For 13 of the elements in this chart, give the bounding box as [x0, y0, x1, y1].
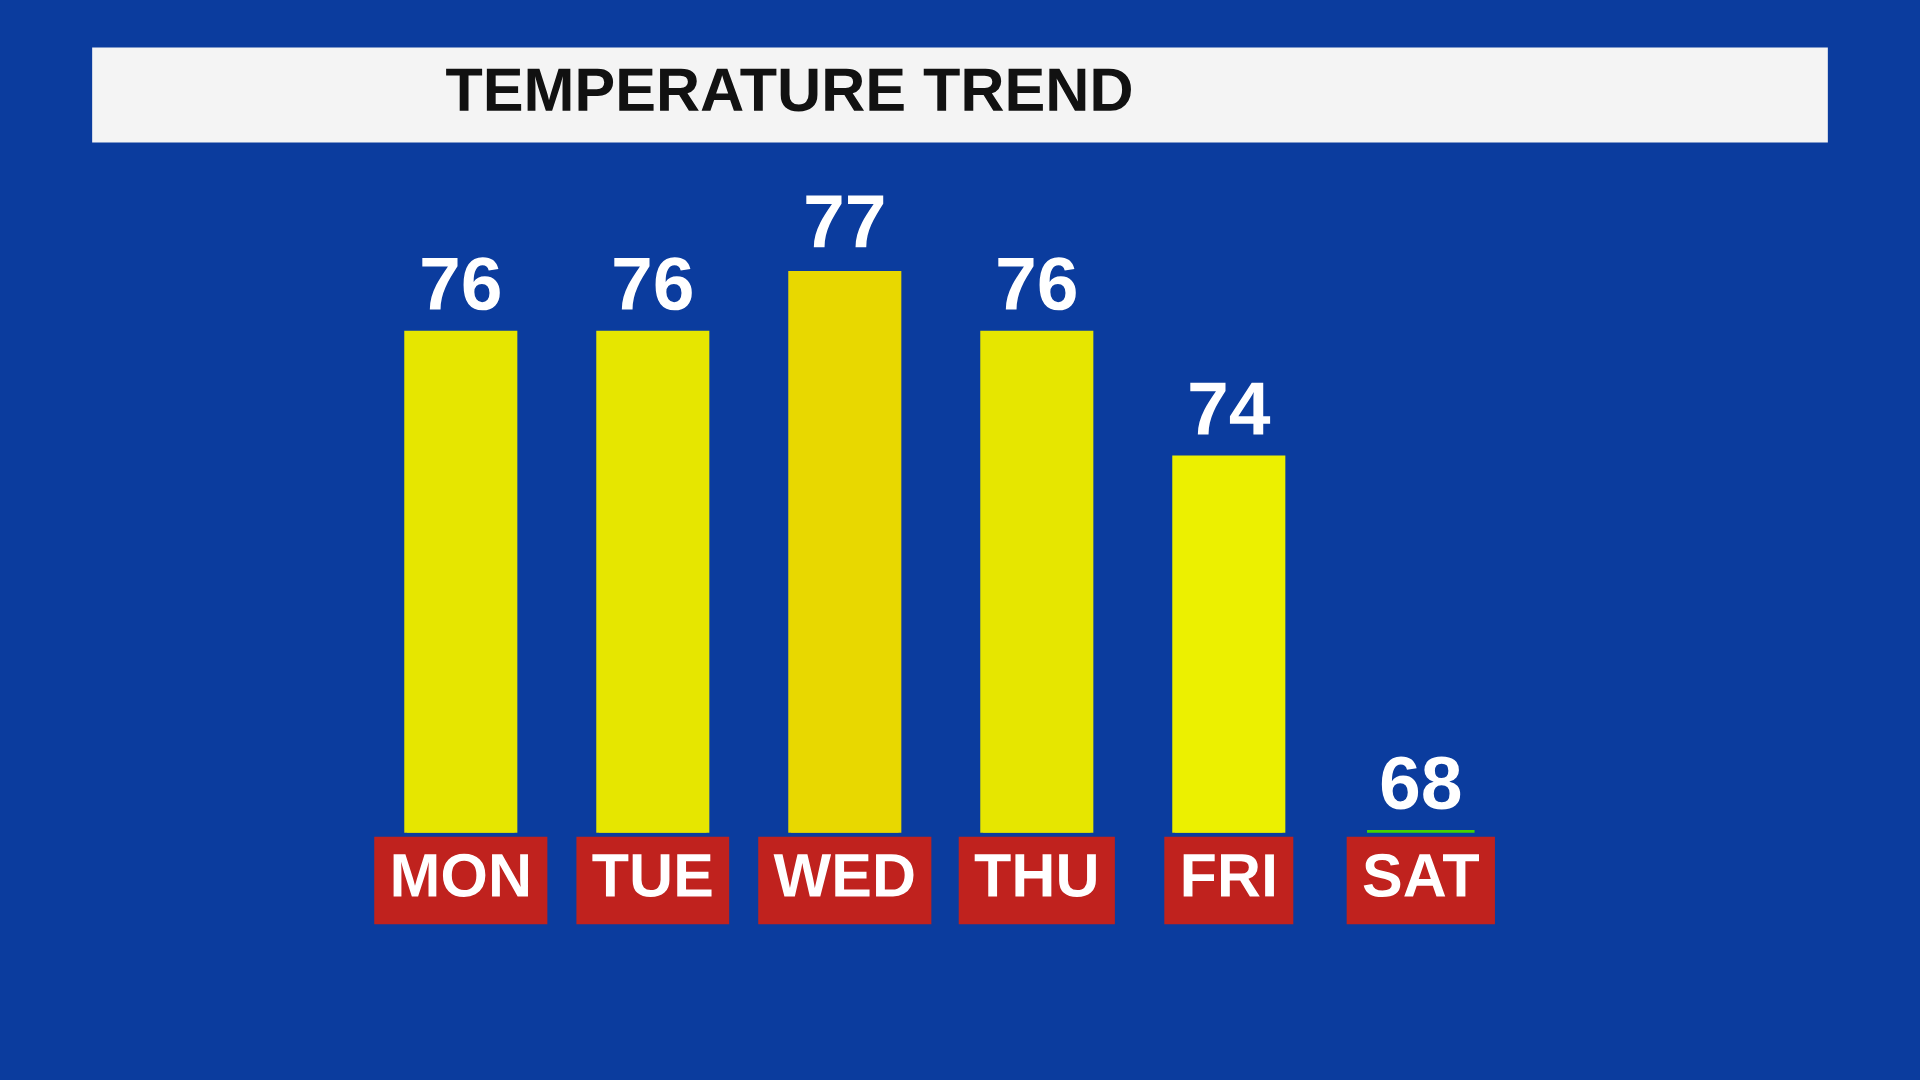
x-tick-label: TUE	[592, 854, 712, 898]
data-label: 76	[614, 257, 692, 311]
x-tick-label: WED	[773, 854, 914, 897]
data-label: 77	[806, 195, 884, 248]
x-tick-label: THU	[974, 854, 1096, 898]
data-label: 76	[422, 257, 500, 311]
x-tick-label: FRI	[1183, 854, 1274, 897]
data-label: 74	[1190, 382, 1271, 435]
data-label: 68	[1381, 756, 1461, 810]
data-label: 76	[998, 257, 1076, 311]
x-tick-label: MON	[393, 853, 528, 898]
chart-title: TEMPERATURE TREND	[446, 68, 1131, 112]
x-tick-label: SAT	[1363, 853, 1479, 898]
